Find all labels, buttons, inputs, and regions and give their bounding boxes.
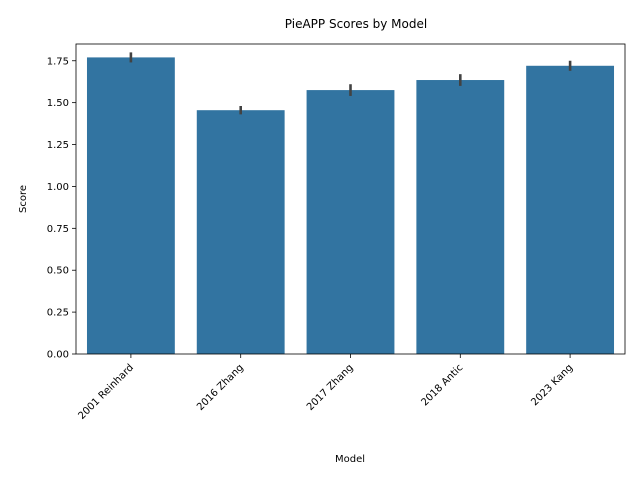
y-tick-label: 1.50: [47, 98, 69, 109]
x-tick-label: 2023 Kang: [529, 362, 575, 408]
bar: [86, 57, 175, 355]
plot-area: [86, 52, 615, 355]
y-axis-title: Score: [18, 185, 29, 213]
x-axis-title: Model: [335, 454, 365, 465]
x-axis: 2001 Reinhard 2016 Zhang 2017 Zhang 2018 An…: [77, 354, 575, 422]
x-tick-label: 2018 Antic: [419, 362, 465, 408]
y-tick-label: 0.75: [47, 224, 69, 235]
x-tick-label: 2017 Zhang: [305, 362, 356, 413]
x-tick-label: 2001 Reinhard: [77, 362, 137, 422]
bar: [306, 90, 395, 354]
y-tick-label: 1.25: [47, 140, 69, 151]
bar: [416, 80, 505, 354]
y-axis: 0.00 0.25 0.50 0.75 1.00 1.25 1.50 1.75: [47, 56, 76, 361]
y-tick-label: 0.00: [47, 350, 69, 361]
y-tick-label: 1.75: [47, 56, 69, 67]
chart-title: PieAPP Scores by Model: [285, 17, 427, 31]
bar: [196, 110, 285, 355]
x-tick-label: 2016 Zhang: [195, 362, 246, 413]
bar: [526, 65, 615, 354]
y-tick-label: 0.25: [47, 308, 69, 319]
y-tick-label: 1.00: [47, 182, 69, 193]
y-tick-label: 0.50: [47, 266, 69, 277]
